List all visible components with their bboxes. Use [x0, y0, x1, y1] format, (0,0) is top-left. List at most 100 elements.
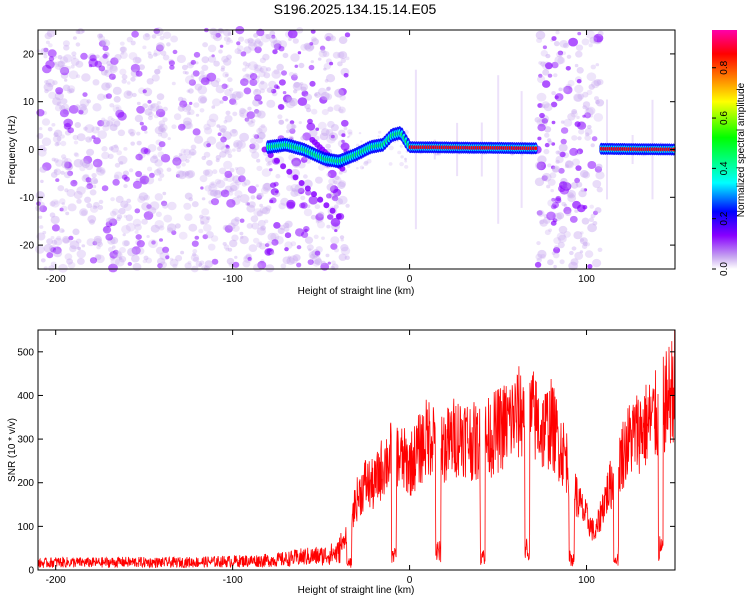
- spectrogram-noise-cell: [159, 238, 163, 242]
- spectrogram-noise-cell: [578, 189, 587, 198]
- spectrogram-noise-cell: [131, 254, 140, 263]
- spectrogram-noise-cell: [188, 88, 194, 94]
- spectrogram-noise-cell: [547, 199, 556, 207]
- spectrogram-noise-cell: [337, 51, 345, 59]
- spectrogram-noise-cell: [109, 103, 115, 108]
- spectrogram-noise-cell: [109, 64, 118, 72]
- spectrogram-noise-cell: [160, 50, 167, 56]
- spectrogram-noise-cell: [256, 110, 266, 119]
- spectrogram-noise-cell: [234, 255, 238, 259]
- spectrogram-noise-cell: [204, 127, 213, 135]
- spectrogram-noise-cell: [537, 155, 547, 164]
- spectrogram-noise-cell: [399, 144, 403, 148]
- spectrogram-noise-cell: [130, 63, 141, 73]
- spectrogram-noise-cell: [246, 202, 250, 206]
- spectrogram-noise-cell: [35, 245, 45, 254]
- spectrogram-noise-cell: [258, 241, 263, 245]
- snr-background: [38, 330, 675, 570]
- spectrogram-noise-cell: [248, 39, 257, 47]
- spectrogram-noise-cell: [177, 105, 185, 112]
- spectrogram-noise-cell: [171, 124, 177, 129]
- spectrogram-noise-cell: [266, 162, 271, 167]
- spectrogram-noise-cell: [312, 259, 321, 267]
- spectrogram-noise-cell: [121, 225, 131, 234]
- spectrogram-noise-cell: [582, 101, 591, 108]
- spectrogram-noise-cell: [554, 55, 564, 65]
- spectrogram-noise-cell: [97, 33, 103, 39]
- spectrogram-noise-cell: [318, 49, 327, 58]
- spectrogram-noise-cell: [237, 49, 242, 55]
- spectrogram-noise-cell: [258, 132, 266, 140]
- spectrogram-noise-cell: [321, 109, 329, 116]
- spectrogram-noise-cell: [269, 30, 276, 36]
- spectrogram-noise-cell: [73, 158, 84, 168]
- spectrogram-noise-cell: [545, 53, 551, 59]
- spectrogram-noise-cell: [260, 187, 269, 195]
- spectrogram-noise-cell: [222, 242, 227, 246]
- spectrogram-noise-cell: [341, 119, 349, 127]
- spectrogram-noise-cell: [76, 249, 87, 259]
- spectrogram-noise-cell: [589, 36, 598, 44]
- spectrogram-noise-cell: [250, 118, 256, 124]
- spectrogram-noise-cell: [78, 109, 84, 115]
- spectrogram-noise-cell: [556, 212, 565, 220]
- spectrogram-noise-cell: [399, 162, 404, 167]
- spectrogram-noise-cell: [43, 54, 48, 59]
- spectrogram-noise-cell: [294, 183, 304, 193]
- spectrogram-noise-cell: [264, 248, 273, 256]
- spectrogram-noise-cell: [83, 126, 88, 131]
- spectrogram-noise-cell: [52, 80, 58, 86]
- snr-axes: -200 -100 0 100 0 100 200 300 400 500: [17, 330, 675, 586]
- spectrogram-noise-cell: [217, 132, 222, 136]
- spectrogram-noise-cell: [570, 258, 579, 266]
- spectrogram-noise-cell: [363, 161, 369, 166]
- spectrogram-noise-cell: [535, 30, 546, 40]
- spectrogram-noise-cell: [256, 158, 261, 163]
- spectrogram-noise-cell: [171, 81, 176, 86]
- spectrogram-noise-cell: [267, 160, 273, 166]
- spectrogram-noise-cell: [577, 93, 585, 100]
- spectrogram-noise-cell: [212, 169, 218, 175]
- spectrogram-noise-cell: [57, 185, 65, 192]
- spectrogram-noise-cell: [63, 78, 68, 82]
- spectrogram-noise-cell: [194, 83, 203, 91]
- spectrogram-noise-cell: [291, 188, 296, 192]
- spectrogram-noise-cell: [175, 223, 181, 229]
- spectrogram-noise-cell: [157, 177, 163, 182]
- spectrogram-noise-cell: [229, 239, 238, 248]
- spectrogram-noise-cell: [204, 185, 212, 192]
- spectrogram-noise-cell: [167, 201, 177, 211]
- spectrogram-noise-cell: [547, 140, 553, 145]
- spectrogram-noise-cell: [220, 65, 226, 70]
- spectrogram-noise-cell: [143, 211, 154, 220]
- spectrogram-noise-cell: [326, 172, 332, 177]
- spectrogram-noise-cell: [127, 247, 137, 257]
- spectrogram-noise-cell: [236, 41, 241, 46]
- spectrogram-noise-cell: [569, 250, 574, 256]
- spectrogram-noise-cell: [552, 201, 559, 209]
- spectrogram-noise-cell: [215, 32, 221, 38]
- spectrogram-noise-cell: [551, 61, 559, 69]
- spectrogram-noise-cell: [110, 210, 117, 217]
- spectrogram-noise-cell: [544, 126, 552, 133]
- spectrogram-noise-cell: [209, 189, 217, 197]
- spectrogram-noise-cell: [40, 47, 49, 56]
- spectrogram-noise-cell: [574, 84, 584, 94]
- spectrogram-noise-cell: [259, 65, 268, 74]
- spectrogram-noise-cell: [176, 54, 186, 64]
- spectrogram-noise-cell: [325, 129, 334, 136]
- spectrogram-noise-cell: [222, 95, 229, 102]
- spectrogram-noise-cell: [317, 121, 327, 130]
- spectrogram-noise-cell: [115, 195, 124, 203]
- spectrogram-noise-cell: [78, 103, 87, 111]
- spectrogram-noise-cell: [92, 241, 97, 245]
- spectrogram-noise-cell: [45, 60, 55, 69]
- spectrogram-noise-cell: [239, 218, 245, 223]
- spectrogram-noise-cell: [283, 222, 290, 229]
- spectrogram-tail-blob: [286, 168, 293, 175]
- spectrogram-noise-cell: [116, 252, 123, 259]
- spectrogram-noise-cell: [53, 169, 58, 173]
- spectrogram-noise-cell: [536, 209, 545, 217]
- spectrogram-noise-cell: [154, 68, 161, 75]
